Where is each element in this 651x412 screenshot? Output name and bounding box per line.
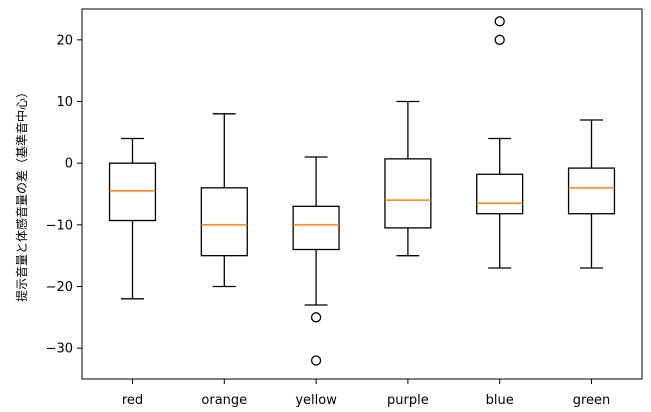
y-tick-label: 10 [56,95,73,110]
box-blue [476,16,524,269]
box-group [108,16,616,366]
iqr-box [108,162,157,222]
x-tick-label-orange: orange [201,393,247,408]
outlier-point [310,312,322,323]
outlier-point [494,16,505,27]
outlier-point [310,355,322,366]
y-tick-label: −10 [46,218,73,233]
box-green [567,119,616,269]
iqr-box [567,167,616,215]
x-tick-label-green: green [573,393,611,408]
iqr-box [292,205,340,251]
y-tick-label: −30 [46,342,73,357]
box-orange [200,113,248,288]
plot-frame [81,8,643,380]
x-axis-ticks: red orange yellow purple blue green [122,379,610,408]
y-tick-label: 0 [65,157,73,172]
outlier-point [494,34,505,45]
box-yellow [292,156,340,366]
x-tick-label-purple: purple [387,393,429,408]
y-tick-label: 20 [56,33,73,48]
y-axis-ticks: 20 10 0 −10 −20 −30 [46,33,82,357]
iqr-box [476,173,524,215]
x-tick-label-blue: blue [486,393,514,408]
iqr-box [384,158,432,229]
y-axis-label: 提示音量と体感音量の差（基準音中心） [14,86,29,302]
y-tick-label: −20 [46,280,73,295]
x-tick-label-red: red [122,393,143,408]
x-tick-label-yellow: yellow [295,393,337,408]
box-red [108,137,157,300]
box-purple [384,100,432,257]
iqr-box [200,187,248,257]
